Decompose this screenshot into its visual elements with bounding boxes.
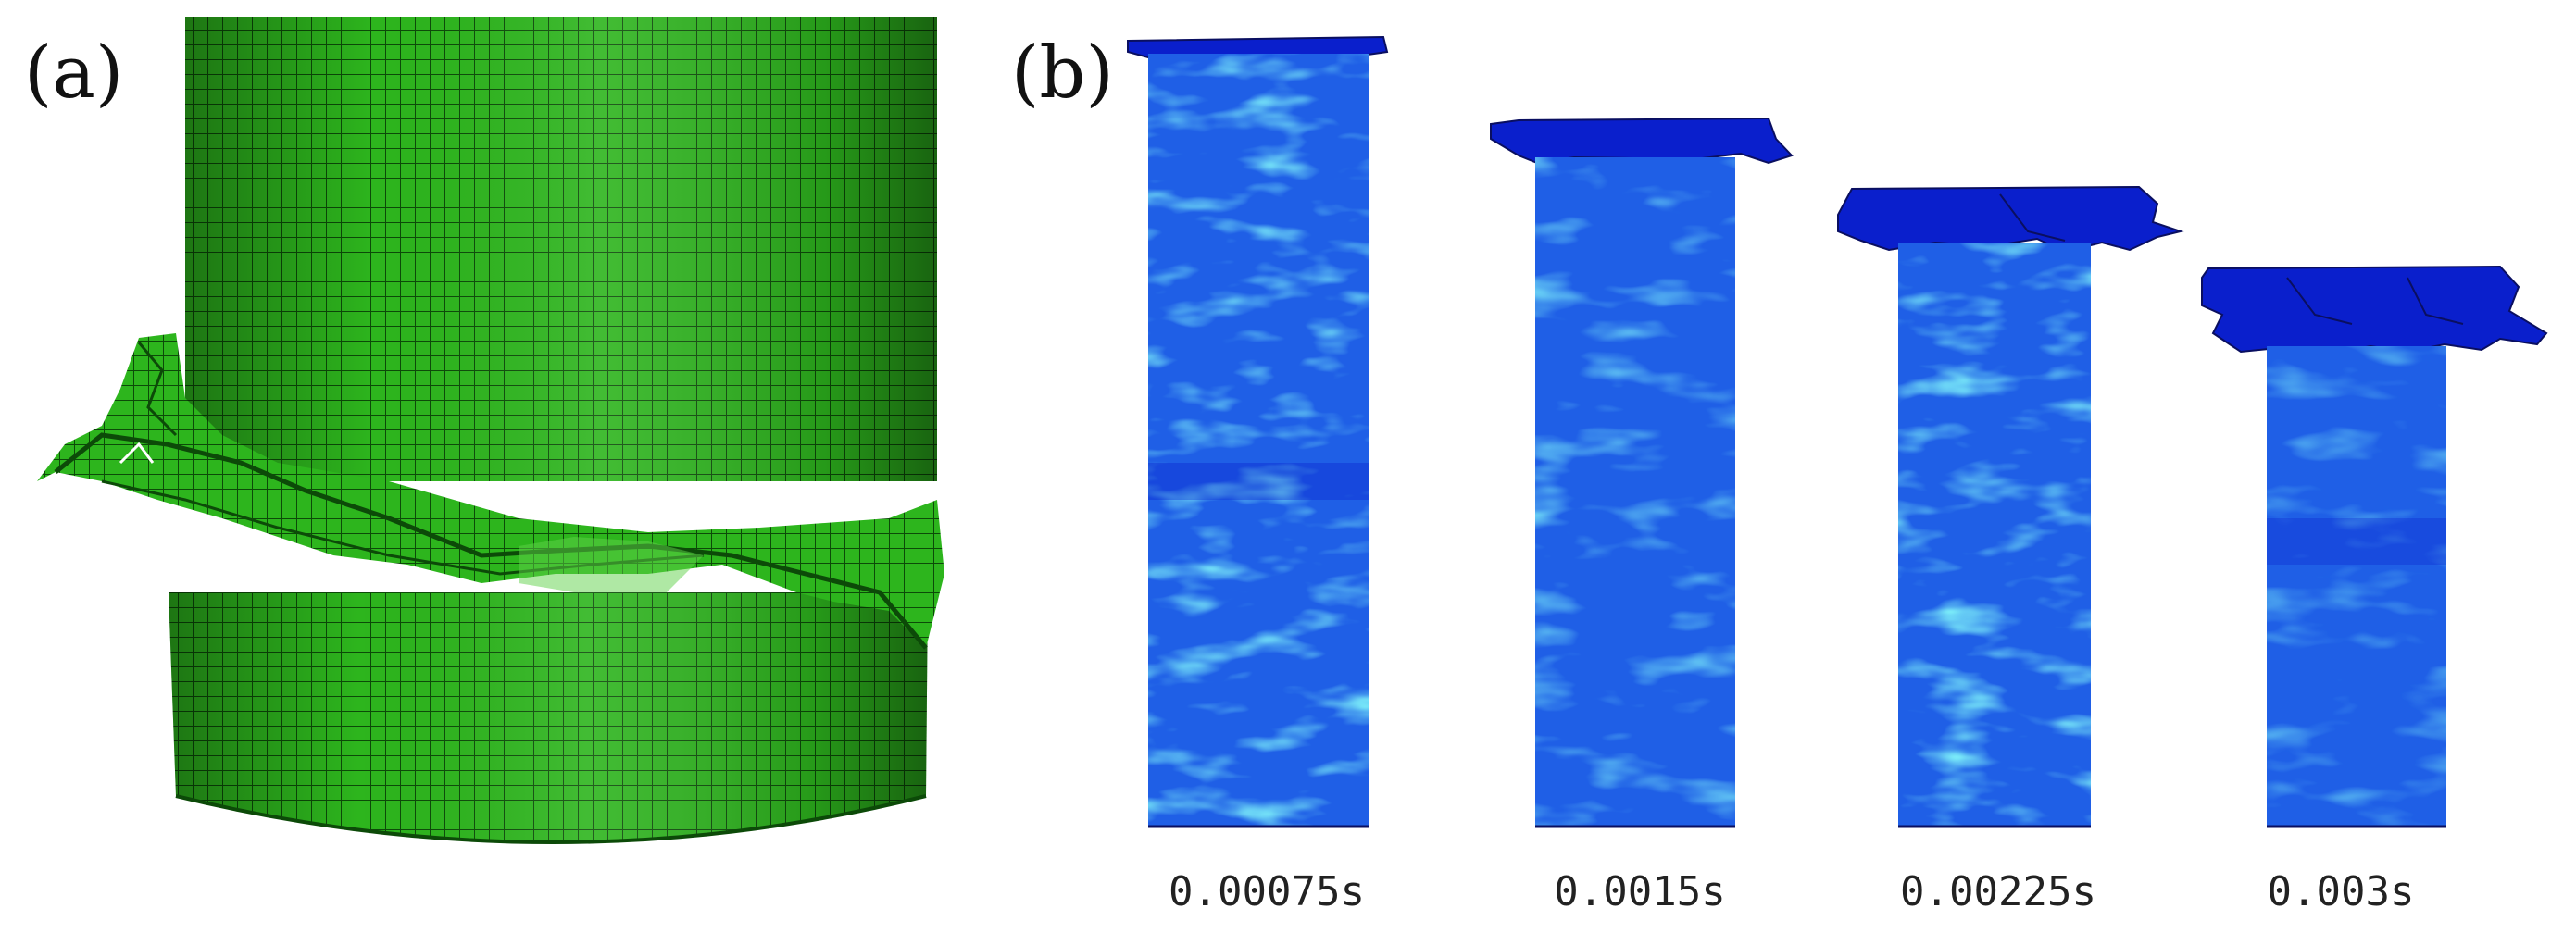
panel-label-b: (b) xyxy=(1011,31,1114,115)
panel-a-cylinder-model xyxy=(37,17,944,844)
frame-2-time-label: 0.0015s xyxy=(1554,868,1725,915)
buckled-fold-zone xyxy=(37,333,944,648)
frame-3-flange xyxy=(1837,185,2184,254)
frame-1-time-label: 0.00075s xyxy=(1169,868,1365,915)
frame-2-flange xyxy=(1490,117,1794,165)
panel-b-frames: 0.00075s 0.0015s 0.00225s xyxy=(1127,35,2548,915)
frame-4-time-label: 0.003s xyxy=(2268,868,2415,915)
panel-label-a: (a) xyxy=(24,31,124,115)
frame-3-time-label: 0.00225s xyxy=(1900,868,2096,915)
frame-2: 0.0015s xyxy=(1490,117,1794,915)
frame-4: 0.003s xyxy=(2201,265,2548,915)
frame-4-flange xyxy=(2201,265,2548,355)
frame-3: 0.00225s xyxy=(1837,185,2184,915)
frame-1: 0.00075s xyxy=(1127,35,1389,915)
